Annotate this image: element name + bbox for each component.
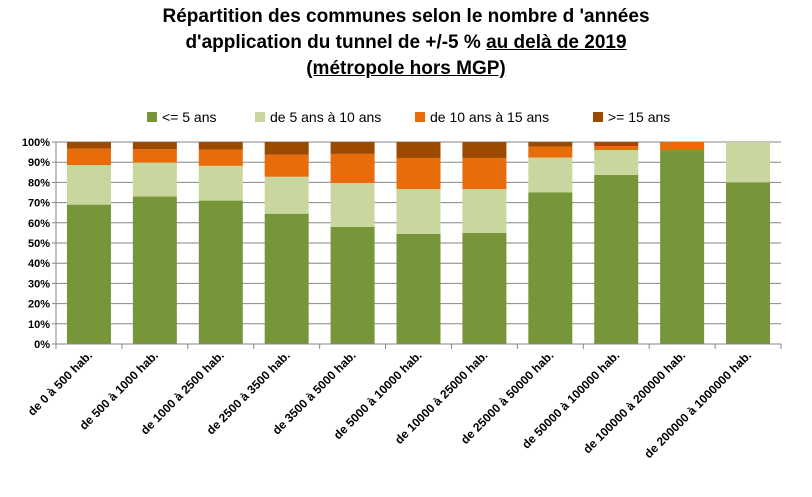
bar-segment xyxy=(66,165,111,205)
legend-swatch xyxy=(593,112,603,122)
bar-segment xyxy=(396,189,441,234)
bar-segment xyxy=(198,165,243,201)
chart-title-line3: (métropole hors MGP) xyxy=(306,58,506,79)
y-tick-label: 60% xyxy=(28,218,50,230)
legend-swatch xyxy=(415,112,425,122)
bar-segment xyxy=(594,150,639,175)
bar-segment xyxy=(198,149,243,166)
y-tick-label: 20% xyxy=(28,299,50,311)
y-tick-label: 100% xyxy=(22,137,50,149)
bar-segment xyxy=(264,176,309,214)
chart-title-line1: Répartition des communes selon le nombre… xyxy=(162,6,650,27)
bar-segment xyxy=(66,148,111,166)
bar-segment xyxy=(726,142,771,183)
bar-segment xyxy=(330,142,375,154)
bar-segment xyxy=(264,213,309,344)
y-tick-label: 40% xyxy=(28,258,50,270)
chart-title-line2: d'application du tunnel de +/-5 % au del… xyxy=(0,32,812,54)
bar-segment xyxy=(264,154,309,177)
y-tick-label: 70% xyxy=(28,198,50,210)
legend-label: de 5 ans à 10 ans xyxy=(270,109,381,125)
bar-segment xyxy=(330,183,375,227)
bar-segment xyxy=(132,162,177,197)
bar-segment xyxy=(66,204,111,344)
bar-segment xyxy=(330,226,375,344)
bar-segment xyxy=(198,200,243,344)
bar-segment xyxy=(462,189,507,233)
y-tick-label: 90% xyxy=(28,157,50,169)
bar-segment xyxy=(132,142,177,150)
bar-segment xyxy=(396,233,441,344)
bar-segment xyxy=(528,157,573,193)
bar-segment xyxy=(264,142,309,155)
legend-label: de 10 ans à 15 ans xyxy=(430,109,549,125)
bar-segment xyxy=(594,174,639,344)
bar-segment xyxy=(462,232,507,344)
bar-segment xyxy=(594,146,639,151)
bar-segment xyxy=(132,196,177,344)
bar-segment xyxy=(396,157,441,190)
bar-segment xyxy=(66,142,111,149)
legend-label: <= 5 ans xyxy=(162,109,217,125)
y-tick-label: 80% xyxy=(28,177,50,189)
bar-segment xyxy=(660,142,705,151)
bar-segment xyxy=(528,146,573,158)
bar-segment xyxy=(594,142,639,147)
bar-segment xyxy=(726,182,771,344)
x-tick-label: de 0 à 500 hab. xyxy=(25,348,95,418)
y-tick-label: 0% xyxy=(34,339,50,351)
x-tick-label: de 200000 à 1000000 hab. xyxy=(641,348,754,461)
bar-segment xyxy=(330,153,375,184)
bar-segment xyxy=(660,150,705,344)
bar-segment xyxy=(396,142,441,158)
title-underlined-text: au delà de 2019 xyxy=(486,32,627,53)
legend-swatch xyxy=(255,112,265,122)
bar-segment xyxy=(462,157,507,190)
bar-segment xyxy=(528,192,573,344)
bar-segment xyxy=(528,142,573,147)
y-tick-label: 50% xyxy=(28,238,50,250)
y-tick-label: 30% xyxy=(28,278,50,290)
legend-swatch xyxy=(147,112,157,122)
title-text: d'application du tunnel de +/-5 % xyxy=(185,32,487,53)
bar-segment xyxy=(462,142,507,158)
legend-label: >= 15 ans xyxy=(608,109,670,125)
bar-segment xyxy=(198,142,243,150)
y-tick-label: 10% xyxy=(28,319,50,331)
bar-segment xyxy=(132,149,177,163)
